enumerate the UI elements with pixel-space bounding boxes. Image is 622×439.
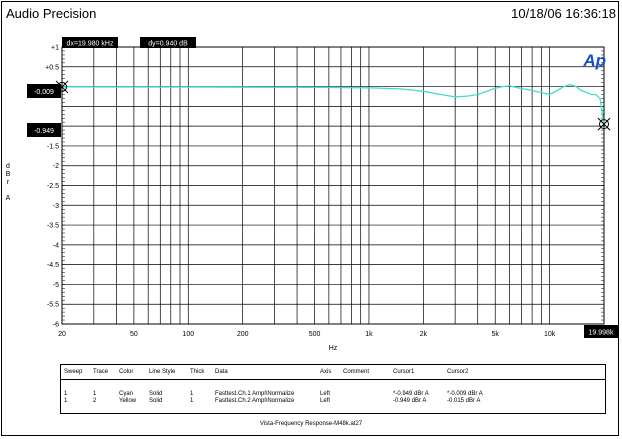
- cursor-x-tag: [584, 325, 618, 338]
- legend-cell: Yellow: [119, 398, 137, 404]
- legend-header-cell: Thick: [190, 369, 205, 375]
- cursor-marker: [597, 117, 611, 131]
- legend-header-cell: Axis: [320, 369, 332, 375]
- legend-cell: 1: [64, 391, 68, 397]
- y-axis-title: dBr A: [6, 163, 11, 202]
- dy-readout-box: [140, 37, 196, 48]
- legend-cell: Cyan: [119, 391, 134, 397]
- ap-logo: Ap: [582, 51, 606, 70]
- legend-cell: 1: [190, 398, 194, 404]
- plot-border: [61, 46, 605, 325]
- dy-readout: dy=0.940 dB: [148, 41, 188, 48]
- trace-legend-table: Sweep Trace Color Line Style Thick Data Axis Co…: [60, 364, 606, 414]
- footer-filename: Vista-Frequency Response-M48k.at27: [259, 421, 363, 427]
- series-line: [61, 83, 605, 125]
- legend-cell: 1: [93, 391, 97, 397]
- y-axis-title-char: B: [6, 171, 11, 178]
- legend-header-cell: Line Style: [149, 369, 176, 375]
- plot-area: [55, 80, 611, 131]
- legend-cell: 1: [190, 391, 194, 397]
- x-axis-title: Hz: [329, 345, 338, 352]
- legend-cell: Solid: [149, 398, 163, 404]
- legend-header-cell: Trace: [93, 369, 109, 375]
- cursor2-level-tag: [27, 84, 61, 98]
- y-tick-label: -6: [53, 322, 59, 329]
- x-tick-label: 10k: [544, 331, 556, 338]
- legend-cell: *-0.949 dBr A: [393, 391, 429, 397]
- y-tick-label: -5: [53, 282, 59, 289]
- y-tick-label: +1: [51, 45, 59, 52]
- cursor1-level-tag: [27, 123, 61, 137]
- y-tick-label: -4: [53, 242, 59, 249]
- x-tick-label: 50: [130, 331, 138, 338]
- y-tick-label: -3.5: [47, 223, 59, 230]
- x-tick-label: 2k: [420, 331, 428, 338]
- y-tick-label: -4.5: [47, 262, 59, 269]
- grid: [61, 46, 605, 325]
- x-tick-label: 5k: [492, 331, 500, 338]
- app-title: Audio Precision: [6, 6, 97, 21]
- legend-cell: Left: [320, 398, 331, 404]
- legend-cell: Solid: [149, 391, 163, 397]
- x-tick-label: 100: [182, 331, 194, 338]
- legend-cell: -0.949 dBr A: [393, 398, 427, 404]
- x-tick-label: 20: [58, 331, 66, 338]
- legend-cell: 2: [93, 398, 97, 404]
- legend-cell: Fasttest.Ch.2 Ampl\Normalize: [215, 398, 295, 404]
- legend-cell: Fasttest.Ch.1 Ampl\Normalize: [215, 391, 295, 397]
- y-tick-label: -1.5: [47, 143, 59, 150]
- timestamp: 10/18/06 16:36:18: [511, 6, 616, 21]
- y-tick-label: -2.5: [47, 183, 59, 190]
- dx-readout-box: [62, 37, 118, 48]
- legend-header-cell: Cursor2: [447, 369, 469, 375]
- y-tick-label: -5.5: [47, 302, 59, 309]
- dx-readout: dx=19.980 kHz: [67, 41, 114, 48]
- legend-cell: -0.015 dBr A: [447, 398, 481, 404]
- legend-header-cell: Comment: [343, 369, 370, 375]
- frequency-response-chart: dx=19.980 kHz dy=0.940 dB -0.009 -0.949 …: [6, 37, 618, 352]
- legend-header-cell: Sweep: [64, 369, 83, 375]
- legend-cell: Left: [320, 391, 331, 397]
- y-axis-title-char: A: [6, 195, 11, 202]
- cursor2-level-label: -0.009: [34, 89, 54, 96]
- cursor1-level-label: -0.949: [34, 128, 54, 135]
- cursor-x-label: 19.998k: [589, 330, 614, 337]
- annotations: dx=19.980 kHz dy=0.940 dB -0.009 -0.949 …: [6, 37, 618, 352]
- legend-cell: 1: [64, 398, 68, 404]
- legend-header-row: Sweep Trace Color Line Style Thick Data Axis Co…: [61, 365, 605, 380]
- x-tick-label: 1k: [365, 331, 373, 338]
- legend-header-cell: Data: [215, 369, 228, 375]
- legend-cell: *-0.009 dBr A: [447, 391, 483, 397]
- legend-header-cell: Cursor1: [393, 369, 415, 375]
- legend-header-cell: Color: [119, 369, 134, 375]
- x-tick-label: 500: [309, 331, 321, 338]
- y-axis-title-char: d: [6, 163, 10, 170]
- x-tick-label: 200: [237, 331, 249, 338]
- y-tick-label: -3: [53, 203, 59, 210]
- y-axis-title-char: r: [7, 179, 10, 186]
- y-tick-label: +0.5: [45, 64, 59, 71]
- y-tick-label: -2: [53, 163, 59, 170]
